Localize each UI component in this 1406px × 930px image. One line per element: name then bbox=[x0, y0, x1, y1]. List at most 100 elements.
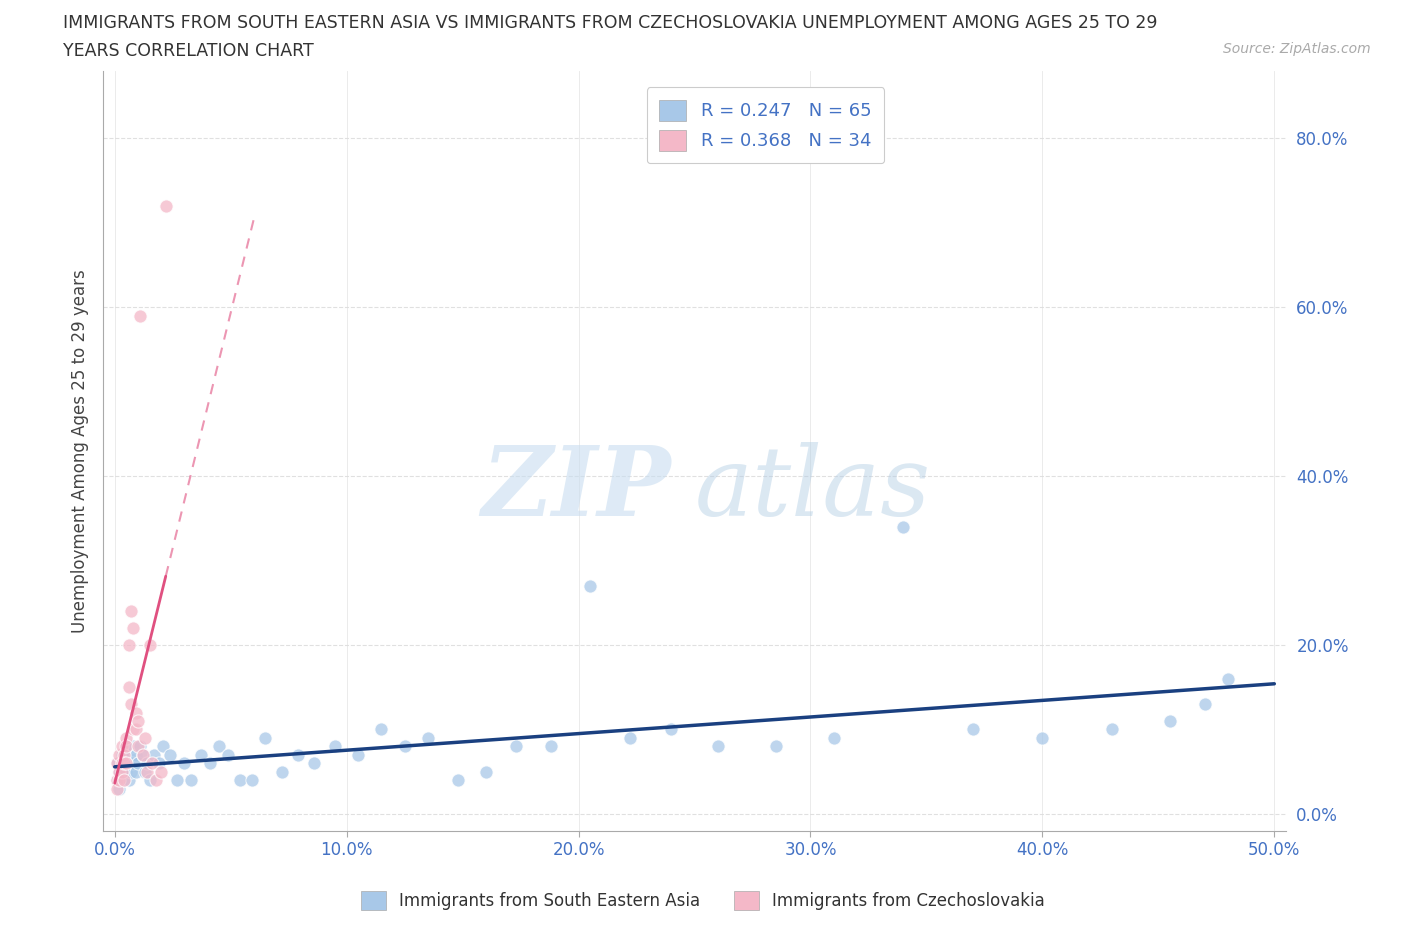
Point bbox=[416, 730, 439, 745]
Legend: Immigrants from South Eastern Asia, Immigrants from Czechoslovakia: Immigrants from South Eastern Asia, Immi… bbox=[354, 884, 1052, 917]
Point bbox=[540, 739, 562, 754]
Point bbox=[115, 739, 138, 754]
Point bbox=[112, 773, 135, 788]
Point bbox=[129, 308, 152, 323]
Point bbox=[131, 748, 153, 763]
Point bbox=[112, 756, 135, 771]
Point bbox=[823, 730, 845, 745]
Point bbox=[1101, 722, 1123, 737]
Point bbox=[270, 764, 292, 779]
Point bbox=[962, 722, 984, 737]
Point bbox=[134, 764, 156, 779]
Point bbox=[111, 739, 134, 754]
Point bbox=[122, 739, 145, 754]
Point bbox=[173, 756, 195, 771]
Point bbox=[108, 773, 131, 788]
Point bbox=[394, 739, 416, 754]
Point bbox=[240, 773, 263, 788]
Point bbox=[505, 739, 527, 754]
Point bbox=[111, 756, 134, 771]
Point bbox=[124, 764, 146, 779]
Point bbox=[706, 739, 728, 754]
Point bbox=[112, 773, 135, 788]
Point bbox=[127, 713, 149, 728]
Point bbox=[115, 756, 138, 771]
Point bbox=[124, 705, 146, 720]
Point bbox=[115, 730, 138, 745]
Point bbox=[150, 764, 173, 779]
Text: Source: ZipAtlas.com: Source: ZipAtlas.com bbox=[1223, 42, 1371, 56]
Point bbox=[111, 756, 134, 771]
Point bbox=[1216, 671, 1239, 686]
Point bbox=[105, 773, 128, 788]
Point bbox=[112, 764, 135, 779]
Point bbox=[117, 638, 139, 653]
Point bbox=[117, 680, 139, 695]
Point bbox=[138, 773, 160, 788]
Point bbox=[122, 722, 145, 737]
Point bbox=[447, 773, 470, 788]
Point bbox=[105, 781, 128, 796]
Point bbox=[579, 578, 602, 593]
Point bbox=[111, 773, 134, 788]
Point bbox=[370, 722, 392, 737]
Text: atlas: atlas bbox=[695, 442, 931, 536]
Point bbox=[143, 748, 166, 763]
Point bbox=[127, 756, 149, 771]
Point bbox=[122, 620, 145, 635]
Point bbox=[105, 756, 128, 771]
Point bbox=[180, 773, 202, 788]
Point bbox=[127, 739, 149, 754]
Text: IMMIGRANTS FROM SOUTH EASTERN ASIA VS IMMIGRANTS FROM CZECHOSLOVAKIA UNEMPLOYMEN: IMMIGRANTS FROM SOUTH EASTERN ASIA VS IM… bbox=[63, 14, 1157, 32]
Point bbox=[108, 781, 131, 796]
Point bbox=[122, 756, 145, 771]
Point bbox=[141, 756, 163, 771]
Point bbox=[765, 739, 787, 754]
Point bbox=[120, 697, 142, 711]
Point bbox=[208, 739, 231, 754]
Text: ZIP: ZIP bbox=[481, 442, 671, 536]
Point bbox=[108, 748, 131, 763]
Point bbox=[105, 773, 128, 788]
Point bbox=[166, 773, 188, 788]
Point bbox=[120, 756, 142, 771]
Point bbox=[136, 764, 159, 779]
Point bbox=[152, 739, 174, 754]
Point bbox=[217, 748, 239, 763]
Point bbox=[115, 739, 138, 754]
Point bbox=[302, 756, 325, 771]
Point bbox=[124, 748, 146, 763]
Point bbox=[347, 748, 370, 763]
Point bbox=[111, 764, 134, 779]
Point bbox=[108, 764, 131, 779]
Point bbox=[112, 748, 135, 763]
Point bbox=[1031, 730, 1053, 745]
Point bbox=[117, 773, 139, 788]
Point bbox=[148, 756, 170, 771]
Point bbox=[891, 519, 914, 534]
Point bbox=[254, 730, 277, 745]
Point bbox=[138, 638, 160, 653]
Point bbox=[229, 773, 252, 788]
Point bbox=[115, 764, 138, 779]
Point bbox=[111, 748, 134, 763]
Point bbox=[134, 730, 156, 745]
Point bbox=[1159, 713, 1181, 728]
Point bbox=[124, 722, 146, 737]
Point bbox=[105, 756, 128, 771]
Point bbox=[323, 739, 346, 754]
Point bbox=[145, 773, 167, 788]
Point bbox=[117, 748, 139, 763]
Y-axis label: Unemployment Among Ages 25 to 29 years: Unemployment Among Ages 25 to 29 years bbox=[72, 269, 89, 632]
Point bbox=[129, 739, 152, 754]
Legend: R = 0.247   N = 65, R = 0.368   N = 34: R = 0.247 N = 65, R = 0.368 N = 34 bbox=[647, 87, 884, 164]
Point bbox=[287, 748, 309, 763]
Point bbox=[659, 722, 682, 737]
Point bbox=[475, 764, 498, 779]
Point bbox=[131, 748, 153, 763]
Point bbox=[108, 764, 131, 779]
Point bbox=[155, 198, 177, 213]
Point bbox=[1194, 697, 1216, 711]
Point bbox=[120, 764, 142, 779]
Point bbox=[120, 604, 142, 618]
